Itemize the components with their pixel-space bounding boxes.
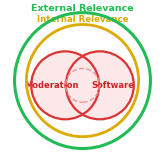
Text: External Relevance: External Relevance [31,4,134,13]
Text: Software: Software [92,81,134,90]
Text: Internal Relevance: Internal Relevance [37,15,128,24]
Circle shape [31,51,99,119]
Text: Moderation: Moderation [25,81,79,90]
Circle shape [66,51,134,119]
